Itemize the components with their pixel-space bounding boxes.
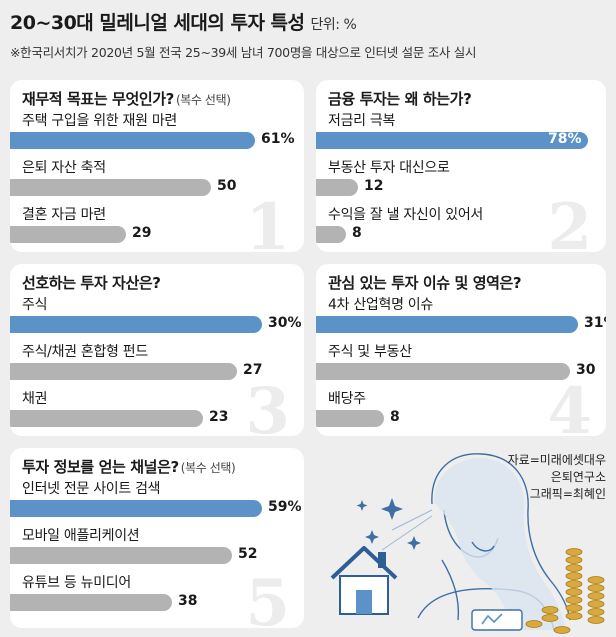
panel-number: 2 — [547, 190, 592, 253]
page-title: 20~30대 밀레니얼 세대의 투자 특성 단위: % — [10, 8, 357, 35]
bar — [10, 179, 211, 196]
credit-graphic: 그래픽=최혜인 — [529, 487, 606, 501]
coin-stacks — [525, 548, 605, 634]
category-label: 저금리 극복 — [328, 113, 396, 129]
credit-source: 자료=미래에셋대우 — [507, 453, 606, 467]
bar — [316, 363, 570, 380]
credit-source-dept: 은퇴연구소 — [550, 470, 606, 484]
bar — [316, 179, 358, 196]
hair-fill — [434, 458, 566, 630]
value-label: 50 — [217, 178, 237, 194]
panel-title-text: 재무적 목표는 무엇인가? — [22, 90, 174, 108]
panel-number: 3 — [245, 374, 290, 437]
bar — [10, 500, 262, 517]
title-text: 20~30대 밀레니얼 세대의 투자 특성 — [10, 12, 305, 34]
category-label: 배당주 — [328, 391, 366, 407]
value-label: 38 — [178, 593, 198, 609]
credits: 자료=미래에셋대우 은퇴연구소 그래픽=최혜인 — [508, 452, 606, 503]
panel-title-note: (복수 선택) — [175, 93, 231, 107]
value-label: 8 — [390, 409, 400, 425]
panel-title-text: 선호하는 투자 자산은? — [22, 274, 161, 292]
panel-info-channels: 투자 정보를 얻는 채널은? (복수 선택) 5 인터넷 전문 사이트 검색 59% 모바… — [10, 448, 304, 628]
value-label: 30% — [268, 315, 302, 331]
bar — [10, 226, 126, 243]
value-label: 59% — [268, 499, 302, 515]
panel-title: 투자 정보를 얻는 채널은? (복수 선택) — [22, 456, 236, 477]
panel-title-note: (복수 선택) — [180, 461, 236, 475]
bar — [10, 132, 255, 149]
bar — [10, 410, 203, 427]
category-label: 모바일 애플리케이션 — [22, 528, 140, 544]
value-label: 23 — [209, 409, 229, 425]
panel-investment-reason: 금융 투자는 왜 하는가? 2 저금리 극복 78% 부동산 투자 대신으로 12 수익을 … — [316, 80, 606, 252]
value-label: 8 — [352, 225, 362, 241]
hair-outline — [431, 453, 571, 621]
panel-title: 선호하는 투자 자산은? — [22, 272, 161, 293]
bar — [10, 594, 172, 611]
panel-financial-goals: 재무적 목표는 무엇인가? (복수 선택) 1 주택 구입을 위한 재원 마련 61% 은… — [10, 80, 304, 252]
bar — [316, 132, 588, 149]
value-label: 61% — [261, 131, 295, 147]
category-label: 부동산 투자 대신으로 — [328, 160, 450, 176]
panel-interest-areas: 관심 있는 투자 이슈 및 영역은? 4 4차 산업혁명 이슈 31% 주식 및 부동산… — [316, 264, 606, 436]
panel-title: 금융 투자는 왜 하는가? — [328, 88, 472, 109]
category-label: 수익을 잘 낼 자신이 있어서 — [328, 207, 483, 223]
category-label: 채권 — [22, 391, 48, 407]
category-label: 주식/채권 혼합형 펀드 — [22, 344, 148, 360]
value-label: 27 — [243, 362, 263, 378]
bar — [316, 410, 384, 427]
house-icon — [330, 546, 398, 615]
category-label: 4차 산업혁명 이슈 — [328, 297, 433, 313]
unit-label: 단위: % — [310, 17, 357, 33]
panel-number: 4 — [547, 374, 592, 437]
value-label: 31% — [584, 315, 606, 331]
panel-title-text: 투자 정보를 얻는 채널은? — [22, 458, 179, 476]
tablet-icon — [471, 609, 523, 631]
bar — [10, 547, 232, 564]
category-label: 은퇴 자산 축적 — [22, 160, 106, 176]
value-label: 52 — [238, 546, 258, 562]
panel-title-text: 금융 투자는 왜 하는가? — [328, 90, 472, 108]
panel-number: 5 — [245, 566, 290, 629]
value-label: 30 — [576, 362, 596, 378]
value-label: 78% — [548, 131, 582, 147]
woman-thinking-illustration — [330, 453, 605, 634]
panel-title: 재무적 목표는 무엇인가? (복수 선택) — [22, 88, 231, 109]
panel-title: 관심 있는 투자 이슈 및 영역은? — [328, 272, 522, 293]
illustration — [322, 440, 616, 637]
value-label: 12 — [364, 178, 384, 194]
sparkles — [356, 498, 421, 550]
panel-number: 1 — [245, 190, 290, 253]
panel-preferred-assets: 선호하는 투자 자산은? 3 주식 30% 주식/채권 혼합형 펀드 27 채권 23 — [10, 264, 304, 436]
category-label: 주택 구입을 위한 재원 마련 — [22, 113, 177, 129]
category-label: 주식 및 부동산 — [328, 344, 412, 360]
category-label: 결혼 자금 마련 — [22, 207, 106, 223]
category-label: 인터넷 전문 사이트 검색 — [22, 481, 161, 497]
header: 20~30대 밀레니얼 세대의 투자 특성 단위: % ※한국리서치가 2020년… — [0, 0, 616, 72]
bar — [10, 316, 262, 333]
category-label: 유튜브 등 뉴미디어 — [22, 575, 131, 591]
category-label: 주식 — [22, 297, 48, 313]
panel-title-text: 관심 있는 투자 이슈 및 영역은? — [328, 274, 522, 292]
survey-note: ※한국리서치가 2020년 5월 전국 25~39세 남녀 700명을 대상으로… — [10, 45, 477, 60]
bar — [10, 363, 237, 380]
value-label: 29 — [132, 225, 152, 241]
bar — [316, 226, 346, 243]
bar — [316, 316, 578, 333]
